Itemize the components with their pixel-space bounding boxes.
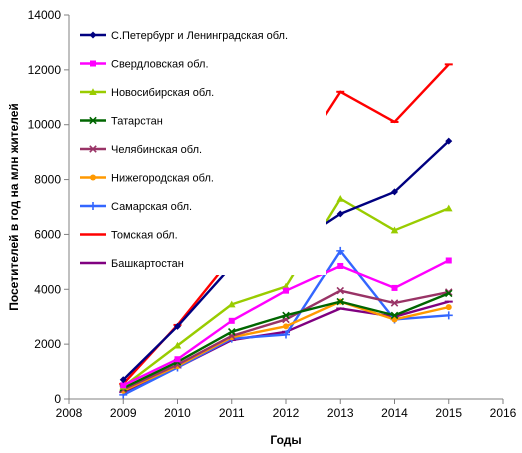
legend-marker xyxy=(90,60,96,67)
data-point xyxy=(227,328,236,336)
legend-label: Нижегородская обл. xyxy=(111,173,214,185)
x-tick-label: 2015 xyxy=(435,406,462,420)
legend-label: Башкартостан xyxy=(111,258,184,270)
legend-label: Свердловская обл. xyxy=(111,59,209,71)
data-point xyxy=(445,304,452,311)
legend-item: С.Петербург и Ленинградская обл. xyxy=(80,30,288,42)
series-4 xyxy=(119,289,453,392)
legend-label: С.Петербург и Ленинградская обл. xyxy=(111,30,288,42)
data-point xyxy=(390,311,399,320)
x-tick-label: 2012 xyxy=(273,406,300,420)
y-tick-label: 2000 xyxy=(34,337,61,351)
legend-label: Челябинская обл. xyxy=(111,144,202,156)
x-tick-label: 2013 xyxy=(327,406,354,420)
x-tick-label: 2010 xyxy=(164,406,191,420)
legend-item: Челябинская обл. xyxy=(80,144,202,156)
data-point xyxy=(174,322,181,330)
x-ticks: 2008 2009 2010 2011 2012 2013 2014 2015 2016 xyxy=(56,399,517,420)
legend-label: Новосибирская обл. xyxy=(111,87,214,99)
data-point xyxy=(336,210,344,218)
data-point xyxy=(119,376,127,384)
data-point xyxy=(444,204,453,212)
y-tick-label: 10000 xyxy=(28,118,62,132)
data-point xyxy=(227,300,236,308)
data-point xyxy=(336,194,345,202)
legend-marker xyxy=(89,116,97,125)
data-point xyxy=(390,226,399,234)
data-point xyxy=(336,286,345,295)
x-tick-label: 2016 xyxy=(490,406,517,420)
legend-label: Самарская обл. xyxy=(111,201,192,213)
y-tick-label: 12000 xyxy=(28,63,62,77)
legend-label: Татарстан xyxy=(111,116,163,128)
y-tick-label: 8000 xyxy=(34,173,61,187)
legend-item: Башкартостан xyxy=(80,258,184,270)
y-tick-label: 14000 xyxy=(28,8,62,22)
legend-item: Самарская обл. xyxy=(80,201,192,213)
data-point xyxy=(173,341,182,349)
y-tick-label: 6000 xyxy=(34,227,61,241)
legend: С.Петербург и Ленинградская обл. Свердлов… xyxy=(80,30,288,270)
data-point xyxy=(445,137,453,145)
plot-area: 2008 2009 2010 2011 2012 2013 2014 2015 2016 020… xyxy=(28,8,517,420)
series-2 xyxy=(120,257,452,389)
x-tick-label: 2008 xyxy=(56,406,83,420)
data-point xyxy=(391,188,398,196)
y-axis-title: Посетителей в год на млн жителей xyxy=(7,103,21,311)
data-point xyxy=(445,257,452,264)
x-tick-label: 2011 xyxy=(219,406,245,420)
data-point xyxy=(336,246,345,255)
data-point xyxy=(444,289,453,298)
legend-marker xyxy=(89,145,97,153)
y-tick-label: 4000 xyxy=(34,282,61,296)
data-point xyxy=(444,311,453,320)
legend-item: Татарстан xyxy=(80,116,163,128)
legend-item: Томская обл. xyxy=(80,230,178,242)
data-point xyxy=(390,299,399,307)
legend-marker xyxy=(89,88,97,95)
legend-item: Свердловская обл. xyxy=(80,59,209,71)
legend-marker xyxy=(90,174,96,181)
legend-item: Новосибирская обл. xyxy=(80,87,214,99)
data-point xyxy=(283,323,289,330)
x-tick-label: 2014 xyxy=(381,406,408,420)
data-point xyxy=(120,382,127,389)
data-point xyxy=(282,330,290,339)
x-tick-label: 2009 xyxy=(110,406,137,420)
legend-box xyxy=(76,23,326,275)
data-point xyxy=(282,311,290,320)
x-axis-title: Годы xyxy=(270,433,301,447)
legend-marker xyxy=(89,202,97,210)
y-tick-label: 0 xyxy=(54,392,61,406)
series-5 xyxy=(119,286,453,394)
legend-marker xyxy=(89,31,97,39)
data-point xyxy=(283,287,289,294)
series-line xyxy=(122,292,450,390)
data-point xyxy=(228,317,235,324)
legend-label: Томская обл. xyxy=(111,230,178,242)
data-point xyxy=(391,284,398,291)
data-point xyxy=(337,262,344,269)
data-point xyxy=(174,356,181,363)
legend-item: Нижегородская обл. xyxy=(80,173,214,185)
series-line xyxy=(122,289,449,391)
y-ticks: 0 2000 4000 6000 8000 10000 12000 14000 xyxy=(28,8,69,406)
data-point xyxy=(336,297,345,306)
